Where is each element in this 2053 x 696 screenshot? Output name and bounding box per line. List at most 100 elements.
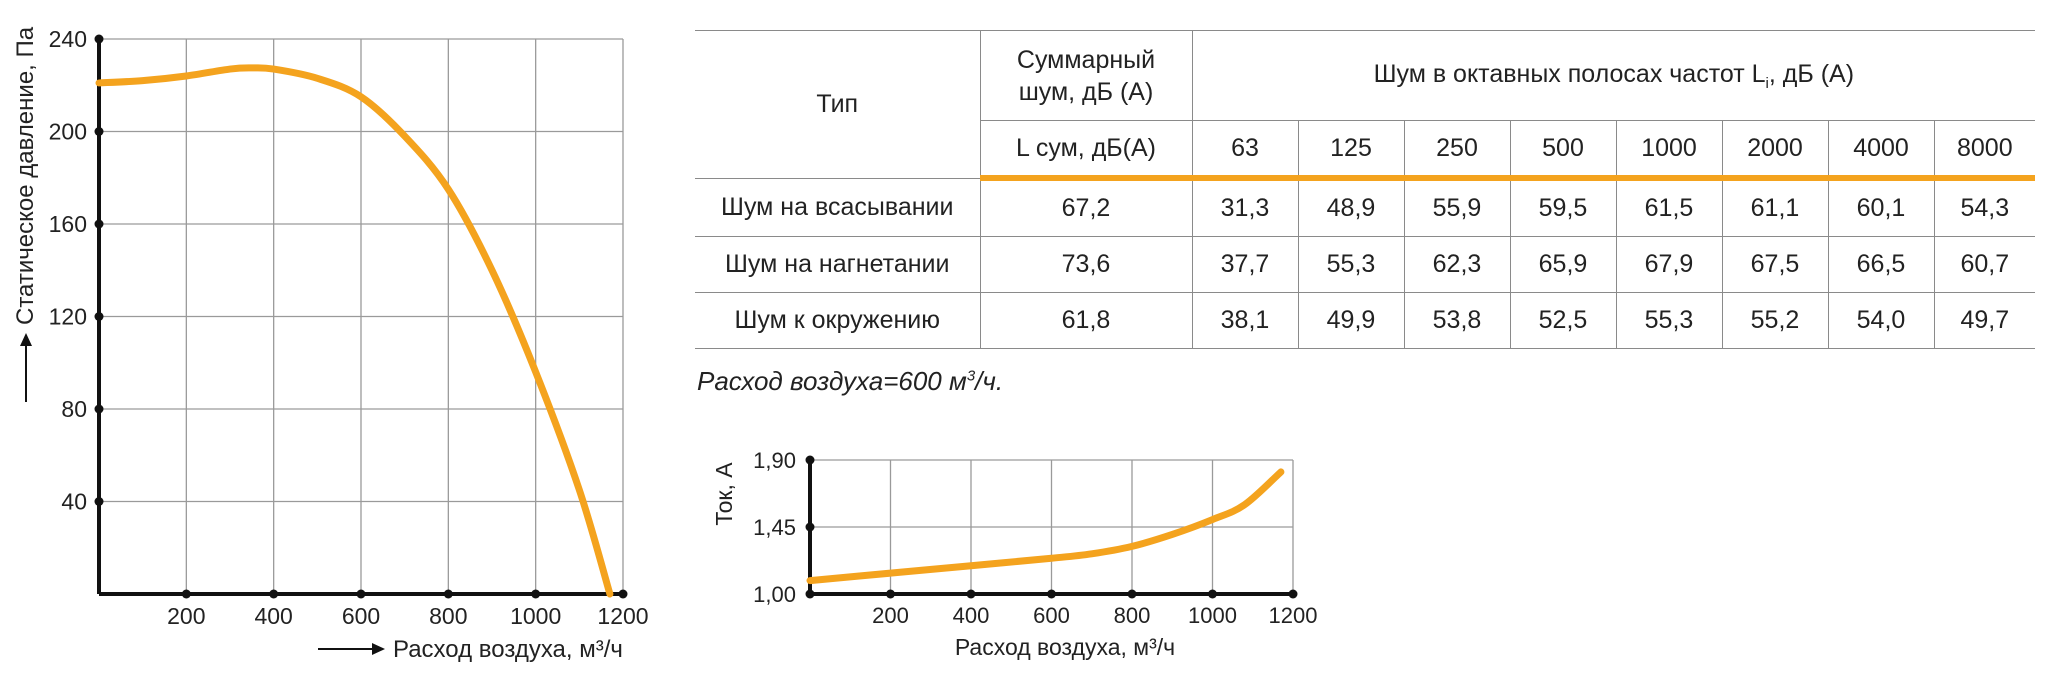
- x-tick-dot: [181, 589, 191, 599]
- freq-header: 1000: [1615, 120, 1723, 181]
- x-tick-label: 1000: [510, 603, 561, 629]
- series-line: [95, 64, 614, 598]
- table-row: Шум к окружению 61,8 38,1 49,9 53,8 52,5 55,3 5…: [695, 292, 2036, 349]
- y-tick-label: 80: [61, 396, 87, 422]
- row-name: Шум на нагнетании: [695, 236, 981, 293]
- subheader-total: L сум, дБ(А): [979, 120, 1193, 181]
- row-total: 67,2: [979, 177, 1193, 237]
- x-tick-dot: [269, 589, 279, 599]
- row-value: 61,1: [1721, 177, 1829, 237]
- x-tick-dot: [886, 589, 895, 599]
- y-axis-label: Статическое давление, Па: [12, 26, 39, 325]
- x-tick-dot: [966, 589, 976, 599]
- table-row: Шум на всасывании 67,2 31,3 48,9 55,9 59,5 61,…: [695, 177, 2036, 237]
- row-value: 52,5: [1509, 292, 1617, 349]
- y-tick-dot: [94, 219, 104, 229]
- row-value: 48,9: [1297, 177, 1405, 237]
- row-value: 54,3: [1933, 177, 2036, 237]
- x-tick-dot: [356, 589, 366, 599]
- row-value: 37,7: [1191, 236, 1299, 293]
- y-tick-label: 120: [49, 304, 87, 330]
- x-tick-label: 600: [1033, 603, 1070, 628]
- header-octave-sub: i: [1765, 74, 1769, 92]
- y-axis-arrow-head: [20, 333, 32, 346]
- row-value: 55,9: [1403, 177, 1511, 237]
- freq-header: 2000: [1721, 120, 1829, 181]
- y-tick-dot: [94, 34, 104, 44]
- airflow-note-suffix: /ч.: [975, 366, 1004, 396]
- freq-header: 4000: [1827, 120, 1935, 181]
- x-tick-label: 600: [342, 603, 380, 629]
- x-tick-dot: [1288, 589, 1298, 599]
- y-tick-label: 1,45: [753, 515, 796, 540]
- noise-table: Тип Суммарный шум, дБ (А) Шум в октавных…: [695, 30, 2036, 349]
- airflow-note-sup: 3: [966, 367, 976, 385]
- row-value: 53,8: [1403, 292, 1511, 349]
- y-tick-label: 240: [49, 26, 87, 52]
- y-axis-label: Ток, А: [711, 462, 737, 526]
- row-value: 65,9: [1509, 236, 1617, 293]
- row-name: Шум к окружению: [695, 292, 981, 349]
- row-value: 38,1: [1191, 292, 1299, 349]
- row-value: 54,0: [1827, 292, 1935, 349]
- row-name: Шум на всасывании: [695, 177, 981, 237]
- y-tick-dot: [94, 312, 104, 321]
- header-type: Тип: [695, 30, 981, 179]
- y-tick-label: 1,90: [753, 448, 796, 473]
- x-tick-dot: [1047, 589, 1056, 599]
- row-value: 61,5: [1615, 177, 1723, 237]
- row-value: 60,1: [1827, 177, 1935, 237]
- x-axis-arrow-head: [372, 643, 385, 655]
- freq-header: 125: [1297, 120, 1405, 181]
- freq-header: 63: [1191, 120, 1299, 181]
- header-octave: Шум в октавных полосах частот Li, дБ (А): [1191, 30, 2036, 121]
- x-tick-label: 1200: [597, 603, 648, 629]
- header-total: Суммарный шум, дБ (А): [979, 30, 1193, 121]
- row-value: 60,7: [1933, 236, 2036, 293]
- x-axis-label: Расход воздуха, м³/ч: [393, 636, 623, 663]
- y-tick-dot: [94, 127, 104, 136]
- x-tick-label: 800: [1114, 603, 1151, 628]
- header-octave-suffix: , дБ (А): [1768, 59, 1855, 88]
- table-row: Шум на нагнетании 73,6 37,7 55,3 62,3 65,9 67,…: [695, 236, 2036, 293]
- x-tick-label: 1000: [1188, 603, 1237, 628]
- row-value: 67,9: [1615, 236, 1723, 293]
- freq-header: 8000: [1933, 120, 2036, 181]
- x-tick-label: 400: [953, 603, 990, 628]
- y-tick-label: 40: [61, 489, 87, 515]
- x-tick-dot: [1208, 589, 1217, 599]
- x-axis-label: Расход воздуха, м³/ч: [955, 634, 1175, 660]
- row-value: 66,5: [1827, 236, 1935, 293]
- row-value: 55,3: [1297, 236, 1405, 293]
- table-subheader-row: L сум, дБ(А) 63 125 250 500 1000 2000 4000 8000: [695, 120, 2036, 181]
- y-tick-label: 160: [49, 211, 87, 237]
- row-value: 67,5: [1721, 236, 1829, 293]
- x-tick-dot: [618, 589, 628, 599]
- x-tick-label: 200: [872, 603, 909, 628]
- row-value: 49,7: [1933, 292, 2036, 349]
- y-tick-label: 200: [49, 119, 87, 145]
- header-total-label: Суммарный шум, дБ (А): [1016, 45, 1156, 106]
- y-tick-dot: [805, 455, 815, 465]
- row-value: 49,9: [1297, 292, 1405, 349]
- row-total: 61,8: [979, 292, 1193, 349]
- x-tick-label: 400: [254, 603, 292, 629]
- freq-header: 250: [1403, 120, 1511, 181]
- x-tick-label: 800: [429, 603, 467, 629]
- y-tick-dot: [805, 522, 815, 532]
- row-value: 59,5: [1509, 177, 1617, 237]
- row-value: 62,3: [1403, 236, 1511, 293]
- table-header-row: Тип Суммарный шум, дБ (А) Шум в октавных…: [695, 30, 2036, 179]
- x-tick-dot: [443, 589, 453, 599]
- x-tick-dot: [531, 589, 541, 599]
- row-total: 73,6: [979, 236, 1193, 293]
- header-octave-label: Шум в октавных полосах частот L: [1373, 59, 1766, 88]
- y-tick-dot: [805, 589, 815, 599]
- y-tick-dot: [94, 404, 104, 414]
- x-tick-label: 200: [167, 603, 205, 629]
- series-line: [806, 468, 1285, 585]
- pressure-chart: 200 400 600 800 1000 1200 40 80 120 160 200 240 Расх…: [12, 26, 649, 663]
- x-tick-label: 1200: [1269, 603, 1318, 628]
- row-value: 55,2: [1721, 292, 1829, 349]
- row-value: 55,3: [1615, 292, 1723, 349]
